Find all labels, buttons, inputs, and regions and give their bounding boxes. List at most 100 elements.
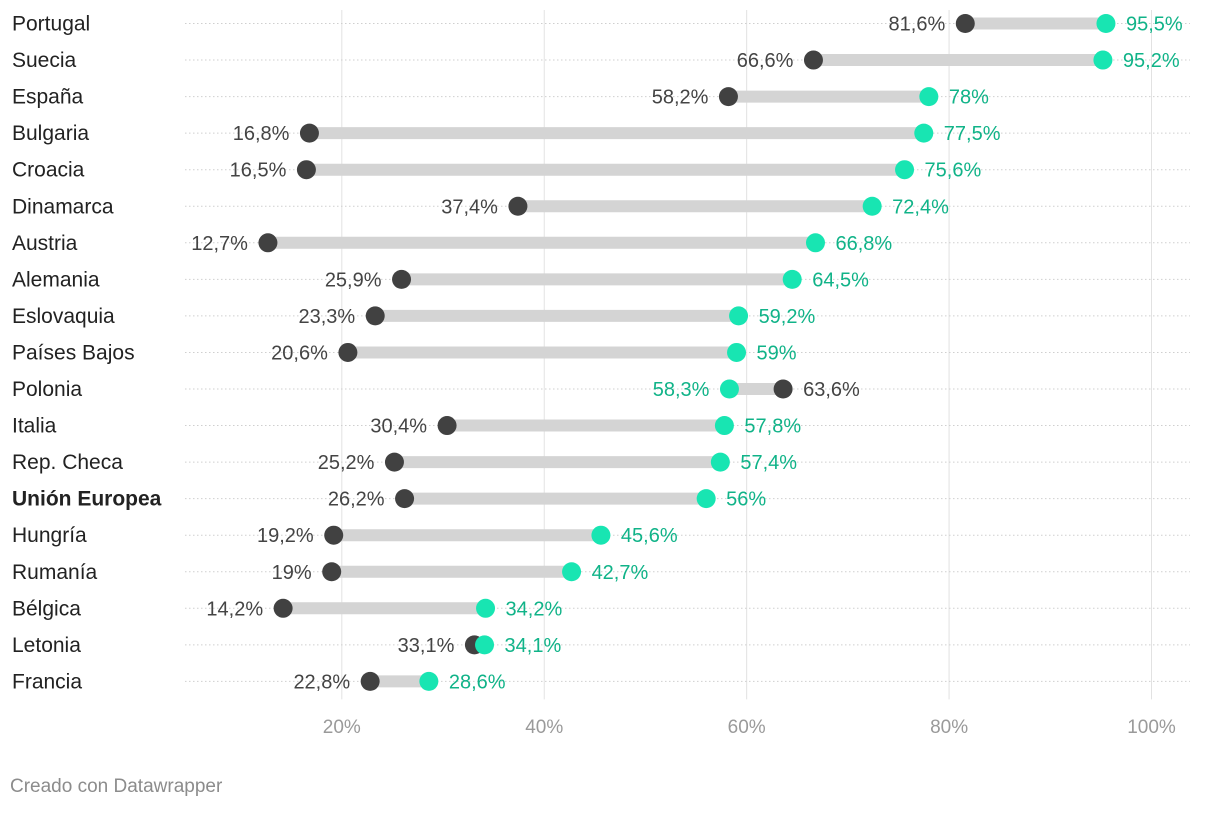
start-dot <box>338 342 358 362</box>
start-value-label: 16,5% <box>230 160 287 182</box>
row-label: Eslovaquia <box>12 305 115 328</box>
start-value-label: 14,2% <box>206 598 263 620</box>
end-dot <box>862 196 882 216</box>
row-label: Alemania <box>12 268 100 291</box>
start-value-label: 37,4% <box>441 196 498 218</box>
start-dot <box>392 269 412 289</box>
end-dot <box>1093 50 1113 70</box>
row-label: Bulgaria <box>12 122 89 145</box>
row-label: España <box>12 86 84 109</box>
x-tick-label: 60% <box>728 717 766 738</box>
start-value-label: 19,2% <box>257 525 314 547</box>
row-label: Letonia <box>12 634 81 657</box>
row-label: Dinamarca <box>12 195 114 218</box>
end-value-label: 45,6% <box>621 525 678 547</box>
row-label: Italia <box>12 415 57 438</box>
start-dot <box>322 562 342 582</box>
end-dot <box>475 635 495 655</box>
start-dot <box>773 379 793 399</box>
start-value-label: 23,3% <box>299 306 356 328</box>
end-value-label: 66,8% <box>835 233 892 255</box>
end-dot <box>1096 14 1116 33</box>
end-value-label: 42,7% <box>592 562 649 584</box>
start-dot <box>437 416 457 436</box>
row-label: Rep. Checa <box>12 451 123 474</box>
end-dot <box>895 160 915 180</box>
x-tick-label: 40% <box>525 717 563 738</box>
start-value-label: 22,8% <box>293 671 350 693</box>
end-value-label: 34,2% <box>506 598 563 620</box>
start-dot <box>955 14 975 33</box>
end-dot <box>710 452 730 472</box>
row-label: Austria <box>12 232 78 255</box>
start-value-label: 25,9% <box>325 269 382 291</box>
row-label: Croacia <box>12 159 85 182</box>
start-dot <box>508 196 528 216</box>
row-label: Bélgica <box>12 597 81 620</box>
row-label: Países Bajos <box>12 341 135 364</box>
start-dot <box>296 160 316 180</box>
end-dot <box>419 671 439 691</box>
end-dot <box>782 269 802 289</box>
start-dot <box>360 671 380 691</box>
start-dot <box>395 489 415 509</box>
start-value-label: 30,4% <box>370 416 427 438</box>
row-label: Portugal <box>12 13 90 36</box>
end-value-label: 72,4% <box>892 196 949 218</box>
start-dot <box>803 50 823 70</box>
x-tick-label: 20% <box>323 717 361 738</box>
start-value-label: 26,2% <box>328 489 385 511</box>
row-label: Rumanía <box>12 561 98 584</box>
end-value-label: 57,4% <box>740 452 797 474</box>
start-value-label: 25,2% <box>318 452 375 474</box>
end-value-label: 95,2% <box>1123 50 1180 72</box>
row-label: Francia <box>12 670 82 693</box>
end-value-label: 28,6% <box>449 671 506 693</box>
start-value-label: 19% <box>272 562 312 584</box>
end-value-label: 64,5% <box>812 269 869 291</box>
end-dot <box>729 306 749 326</box>
start-dot <box>258 233 278 253</box>
end-value-label: 75,6% <box>925 160 982 182</box>
end-value-label: 57,8% <box>744 416 801 438</box>
dot-range-chart: 20% 40% 60% 80% 100% Portugal 81,6% 95,5% Suecia… <box>12 10 1190 738</box>
x-tick-label: 80% <box>930 717 968 738</box>
x-tick-label: 100% <box>1127 717 1176 738</box>
end-dot <box>919 87 939 107</box>
start-value-label: 12,7% <box>191 233 248 255</box>
end-value-label: 56% <box>726 489 766 511</box>
row-label: Unión Europea <box>12 488 162 511</box>
end-dot <box>714 416 734 436</box>
end-dot <box>591 525 611 545</box>
start-value-label: 20,6% <box>271 342 328 364</box>
end-dot <box>727 342 747 362</box>
start-value-label: 81,6% <box>889 14 946 36</box>
start-dot <box>365 306 385 326</box>
end-dot <box>914 123 934 143</box>
start-value-label: 16,8% <box>233 123 290 145</box>
start-dot <box>299 123 319 143</box>
credit-footer[interactable]: Creado con Datawrapper <box>10 776 223 797</box>
end-value-label: 34,1% <box>505 635 562 657</box>
start-dot <box>273 598 293 618</box>
start-dot <box>718 87 738 107</box>
end-value-label: 77,5% <box>944 123 1001 145</box>
end-dot <box>805 233 825 253</box>
row-label: Suecia <box>12 49 77 72</box>
end-dot <box>562 562 582 582</box>
end-value-label: 58,3% <box>653 379 710 401</box>
start-dot <box>384 452 404 472</box>
end-dot <box>476 598 496 618</box>
start-value-label: 33,1% <box>398 635 455 657</box>
end-value-label: 59% <box>757 342 797 364</box>
end-value-label: 78% <box>949 87 989 109</box>
start-value-label: 66,6% <box>737 50 794 72</box>
end-dot <box>719 379 739 399</box>
row-label: Hungría <box>12 524 87 547</box>
row-label: Polonia <box>12 378 82 401</box>
end-value-label: 59,2% <box>759 306 816 328</box>
start-value-label: 58,2% <box>652 87 709 109</box>
start-dot <box>324 525 344 545</box>
end-dot <box>696 489 716 509</box>
end-value-label: 95,5% <box>1126 14 1183 36</box>
